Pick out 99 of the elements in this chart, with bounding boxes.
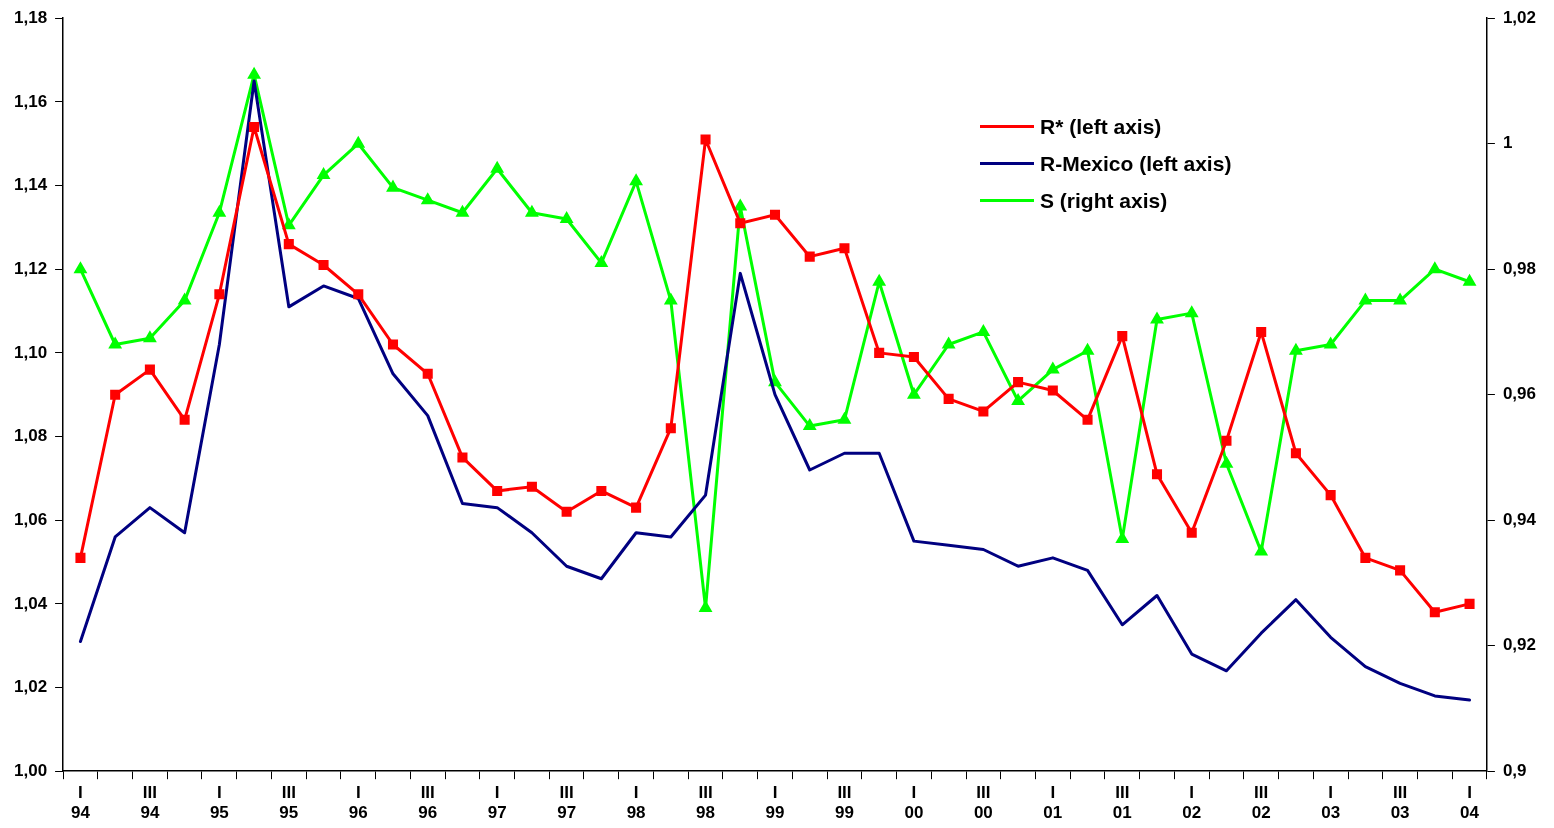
y-tick-label: 1,18 <box>13 7 48 27</box>
point <box>179 414 190 425</box>
point <box>1151 469 1163 480</box>
point <box>318 259 329 271</box>
point <box>75 552 86 563</box>
legend-label: S (right axis) <box>1040 188 1168 214</box>
point <box>1325 490 1336 501</box>
y-tick-label: 1,00 <box>13 760 48 780</box>
x-tick-label: I 02 <box>1182 783 1202 823</box>
x-tick-label: III 02 <box>1251 783 1271 823</box>
x-tick-label: I 94 <box>70 783 91 823</box>
y-tick-label: 1,02 <box>13 677 48 697</box>
point <box>1256 326 1267 337</box>
x-tick-label: I 00 <box>904 783 924 823</box>
point <box>110 389 121 400</box>
y-tick-label: 1,12 <box>13 258 48 278</box>
point <box>1013 377 1024 388</box>
x-tick-label: III 99 <box>834 783 854 823</box>
point <box>1360 552 1371 563</box>
y-tick-label: 1,10 <box>13 342 48 362</box>
point <box>74 262 87 274</box>
point <box>422 368 433 379</box>
point <box>665 423 676 434</box>
point <box>283 239 294 250</box>
point <box>700 134 711 145</box>
point <box>1221 435 1232 446</box>
y2-tick-label: 1 <box>1502 133 1513 153</box>
point <box>214 289 225 300</box>
point <box>595 256 608 267</box>
point <box>735 218 746 229</box>
x-tick-label: I 04 <box>1460 783 1480 823</box>
x-tick-label: I 96 <box>348 783 368 823</box>
point <box>839 243 850 254</box>
x-tick-label: III 97 <box>557 783 577 823</box>
point <box>561 506 572 517</box>
point <box>804 251 815 262</box>
x-tick-label: I 98 <box>626 783 646 823</box>
point <box>803 419 816 431</box>
y2-tick-label: 0,92 <box>1502 635 1537 655</box>
point <box>977 325 990 336</box>
point <box>421 193 434 205</box>
x-tick-label: I 97 <box>487 783 507 823</box>
point <box>317 168 330 180</box>
y2-tick-label: 1,02 <box>1502 7 1537 27</box>
x-tick-label: III 01 <box>1112 783 1132 823</box>
x-tick-label: I 03 <box>1321 783 1341 823</box>
y2-tick-label: 0,9 <box>1502 760 1527 780</box>
point <box>1186 527 1197 538</box>
point <box>282 218 295 230</box>
point <box>631 502 642 513</box>
point <box>1151 312 1163 324</box>
point <box>1012 394 1024 405</box>
legend-label: R* (left axis) <box>1040 114 1162 140</box>
y-tick-label: 1,04 <box>13 593 48 613</box>
point <box>978 406 989 417</box>
point <box>734 199 747 211</box>
point <box>1082 414 1093 425</box>
point <box>769 209 781 220</box>
point <box>908 352 919 363</box>
x-tick-label: I 99 <box>765 783 785 823</box>
point <box>492 485 503 496</box>
x-tick-label: III 95 <box>279 783 299 823</box>
point <box>526 481 537 492</box>
y-tick-label: 1,06 <box>13 509 48 529</box>
point <box>457 452 468 463</box>
x-tick-label: I 95 <box>209 783 229 823</box>
x-tick-label: III 94 <box>140 783 160 823</box>
point <box>699 601 712 613</box>
x-tick-label: III 98 <box>696 783 716 823</box>
point <box>560 212 573 223</box>
point <box>630 174 642 186</box>
x-tick-label: III 96 <box>418 783 438 823</box>
point <box>1395 565 1406 576</box>
y-tick-label: 1,14 <box>13 175 48 195</box>
y2-tick-label: 0,96 <box>1502 384 1537 404</box>
y-tick-label: 1,16 <box>13 91 48 111</box>
point <box>943 393 954 404</box>
point <box>1429 607 1440 618</box>
point <box>1047 385 1058 396</box>
point <box>144 364 155 375</box>
x-tick-label: I 01 <box>1043 783 1063 823</box>
y2-tick-label: 0,98 <box>1502 258 1537 278</box>
legend-label: R-Mexico (left axis) <box>1040 151 1232 177</box>
x-tick-label: III 00 <box>973 783 993 823</box>
point <box>387 339 399 350</box>
point <box>874 347 885 358</box>
point <box>1185 306 1198 318</box>
point <box>353 289 364 300</box>
y-tick-label: 1,08 <box>13 426 48 446</box>
x-tick-label: III 03 <box>1390 783 1410 823</box>
point <box>249 121 260 132</box>
point <box>1464 598 1475 609</box>
point <box>1117 331 1128 342</box>
point <box>1290 448 1301 459</box>
point <box>596 485 607 496</box>
point <box>144 331 156 343</box>
point <box>1428 262 1441 274</box>
y2-tick-label: 0,94 <box>1502 509 1537 529</box>
point <box>1255 545 1268 556</box>
